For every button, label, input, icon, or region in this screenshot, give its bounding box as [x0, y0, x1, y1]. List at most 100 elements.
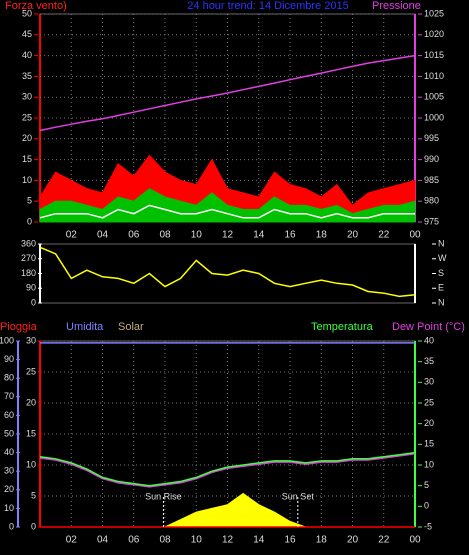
x-tick-label: 16	[284, 230, 296, 241]
x-tick-label: 02	[66, 535, 78, 546]
y-tick-label: 985	[424, 175, 439, 185]
x-tick-label: 04	[97, 230, 109, 241]
y-tick-label: 1005	[424, 92, 444, 102]
y-tick-label: 40	[22, 50, 32, 60]
y-tick-label: 270	[21, 253, 36, 263]
x-tick-label: 00	[409, 230, 421, 241]
y-tick-label: 0	[31, 297, 36, 307]
y-tick-label: S	[438, 268, 444, 278]
series-line	[39, 453, 416, 488]
x-tick-label: 12	[222, 535, 234, 546]
x-tick-label: 20	[347, 230, 359, 241]
series-line	[39, 54, 416, 132]
series-line	[39, 246, 416, 298]
y-tick-label: 980	[424, 196, 439, 206]
y-tick-label: 20	[424, 418, 434, 428]
x-tick-label: 00	[409, 535, 421, 546]
y-tick-label: 1020	[424, 29, 444, 39]
y-tick-label: 25	[22, 112, 32, 122]
y-tick-label: 5	[27, 196, 32, 206]
x-tick-label: 10	[191, 230, 203, 241]
x-tick-label: 14	[253, 535, 265, 546]
solar-label: Solar	[118, 321, 144, 333]
x-tick-label: 06	[128, 230, 140, 241]
y-tick-label: E	[438, 283, 444, 293]
y-tick-label: 0	[27, 216, 32, 226]
y-tick-label: 1000	[424, 112, 444, 122]
y-tick-label: 35	[22, 71, 32, 81]
chart-title: 24 hour trend: 14 Dicembre 2015	[187, 0, 348, 12]
series-line	[39, 204, 415, 219]
y-tick-label: 90	[26, 283, 36, 293]
pressure-label: Pressione	[372, 0, 421, 12]
y-tick-label: 1025	[424, 8, 444, 18]
y-tick-label: -5	[424, 521, 432, 531]
x-tick-label: 10	[191, 535, 203, 546]
y-tick-label: 50	[22, 8, 32, 18]
y-tick-label: 10	[22, 175, 32, 185]
x-tick-label: 08	[159, 230, 171, 241]
y-tick-label: 35	[424, 356, 434, 366]
x-tick-label: 18	[316, 230, 328, 241]
y-tick-label: 0	[9, 521, 14, 531]
y-tick-label: 1010	[424, 71, 444, 81]
annotation-label: Sun Rise	[145, 491, 182, 501]
y-tick-label: 30	[4, 466, 14, 476]
x-tick-label: 22	[378, 535, 390, 546]
x-tick-label: 22	[378, 230, 390, 241]
y-tick-label: 40	[424, 335, 434, 345]
y-tick-label: 10	[4, 503, 14, 513]
x-tick-label: 16	[284, 535, 296, 546]
y-tick-label: 360	[21, 238, 36, 248]
x-tick-label: 04	[97, 535, 109, 546]
y-tick-label: 45	[22, 29, 32, 39]
y-tick-label: 0	[31, 521, 36, 531]
humidity-label: Umidita	[66, 321, 104, 333]
y-tick-label: 995	[424, 133, 439, 143]
y-tick-label: 25	[424, 397, 434, 407]
y-tick-label: 975	[424, 216, 439, 226]
y-tick-label: 15	[424, 439, 434, 449]
series-line	[39, 451, 416, 487]
y-tick-label: 30	[424, 377, 434, 387]
y-tick-label: 60	[4, 410, 14, 420]
y-tick-label: 30	[22, 92, 32, 102]
y-tick-label: 990	[424, 154, 439, 164]
y-tick-label: 90	[4, 354, 14, 364]
x-tick-label: 20	[347, 535, 359, 546]
temperature-label: Temperatura	[311, 321, 374, 333]
y-tick-label: 100	[0, 335, 14, 345]
y-tick-label: 30	[26, 335, 36, 345]
x-tick-label: 18	[316, 535, 328, 546]
y-tick-label: 50	[4, 428, 14, 438]
y-tick-label: 20	[26, 397, 36, 407]
y-tick-label: W	[438, 253, 447, 263]
y-tick-label: N	[438, 297, 445, 307]
dewpoint-label: Dew Point (°C)	[392, 321, 465, 333]
y-tick-label: 20	[22, 133, 32, 143]
x-tick-label: 06	[128, 535, 140, 546]
y-tick-label: 0	[424, 501, 429, 511]
wind-label: Forza vento)	[5, 0, 67, 12]
annotation-label: Sun Set	[282, 491, 315, 501]
y-tick-label: 10	[424, 459, 434, 469]
x-tick-label: 08	[159, 535, 171, 546]
y-tick-label: 80	[4, 373, 14, 383]
x-tick-label: 14	[253, 230, 265, 241]
y-tick-label: 15	[26, 428, 36, 438]
y-tick-label: 10	[26, 459, 36, 469]
y-tick-label: N	[438, 238, 445, 248]
y-tick-label: 70	[4, 391, 14, 401]
x-tick-label: 12	[222, 230, 234, 241]
y-tick-label: 180	[21, 268, 36, 278]
rain-label: Pioggia	[0, 321, 38, 333]
y-tick-label: 15	[22, 154, 32, 164]
y-tick-label: 20	[4, 484, 14, 494]
y-tick-label: 40	[4, 447, 14, 457]
y-tick-label: 5	[424, 480, 429, 490]
x-tick-label: 02	[66, 230, 78, 241]
y-tick-label: 25	[26, 366, 36, 376]
